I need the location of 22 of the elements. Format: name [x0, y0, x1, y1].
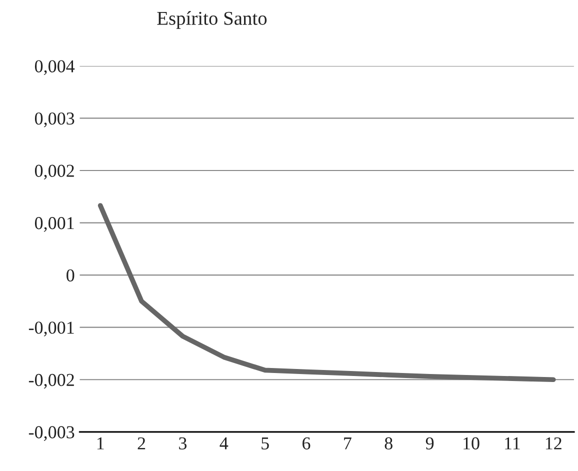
- x-tick-label: 12: [546, 437, 562, 450]
- x-tick-label: 1: [97, 437, 104, 450]
- x-tick-label: 7: [344, 437, 352, 450]
- x-tick-label: 6: [302, 437, 310, 450]
- x-tick-label: 2: [138, 437, 146, 450]
- x-tick-label: 5: [262, 437, 269, 450]
- x-tick-label: 9: [426, 437, 434, 450]
- y-tick-label: 0,003: [34, 112, 74, 128]
- x-tick-label: 10: [464, 437, 480, 450]
- y-tick-label: -0,001: [28, 322, 74, 336]
- y-tick-label: 0,001: [34, 217, 74, 232]
- y-tick-label: 0,002: [34, 164, 74, 180]
- x-tick-label: 4: [220, 437, 228, 450]
- y-tick-label: 0: [66, 269, 74, 282]
- y-tick-label: -0,002: [28, 374, 74, 389]
- chart-title: Espírito Santo: [157, 11, 267, 29]
- y-tick-label: -0,003: [28, 426, 74, 441]
- x-tick-label: 8: [384, 437, 392, 450]
- y-tick-label: 0,004: [34, 60, 75, 75]
- line-series: [98, 203, 556, 382]
- x-tick-label: 3: [179, 437, 187, 450]
- x-tick-label: 11: [505, 437, 520, 450]
